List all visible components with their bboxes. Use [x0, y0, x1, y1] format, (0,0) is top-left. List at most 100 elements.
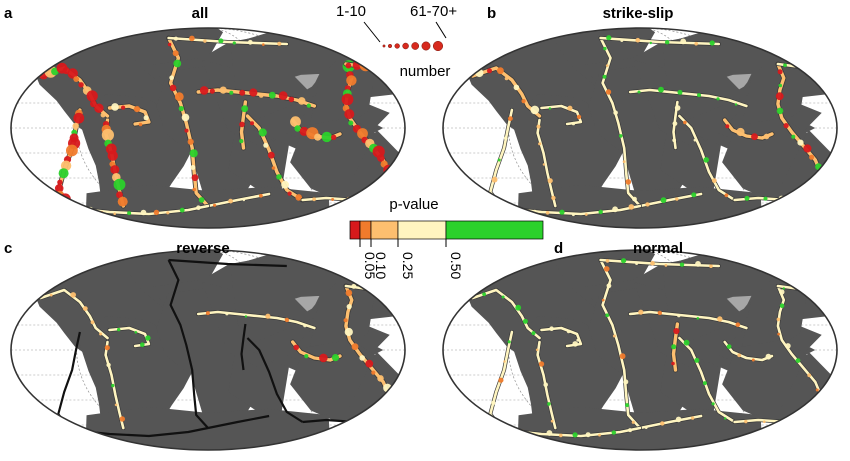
event-marker — [383, 164, 394, 176]
plate-boundary-south-pacific-ridge — [815, 394, 828, 420]
event-marker — [491, 176, 498, 183]
panel-letter: d — [554, 240, 563, 257]
event-marker — [487, 68, 492, 74]
event-marker — [284, 317, 290, 323]
event-marker — [567, 105, 573, 111]
event-marker — [815, 388, 819, 392]
event-marker — [192, 187, 196, 192]
event-marker — [644, 426, 648, 429]
event-marker — [249, 88, 258, 97]
event-marker — [765, 353, 772, 360]
event-marker — [576, 338, 580, 342]
plate-boundary-sunda-trench — [722, 340, 774, 362]
event-marker — [209, 88, 215, 94]
plate-boundary-andes-trench — [101, 117, 128, 209]
event-marker — [703, 157, 709, 163]
event-marker — [605, 64, 609, 67]
event-marker — [613, 110, 618, 115]
event-marker — [819, 182, 826, 189]
plate-boundary-west-pacific-trenches — [341, 60, 394, 177]
event-marker — [179, 207, 185, 213]
event-marker — [232, 41, 236, 45]
event-marker — [550, 419, 554, 423]
pvalue-legend: p-value 0.050.10 0.25 0.50 — [349, 196, 544, 279]
event-marker — [345, 289, 353, 297]
event-marker — [287, 191, 292, 196]
event-marker — [777, 69, 783, 75]
event-marker — [702, 381, 707, 386]
event-marker — [545, 211, 550, 215]
event-marker — [258, 93, 264, 98]
event-marker — [304, 354, 309, 359]
event-marker — [744, 195, 750, 201]
size-legend-dot — [394, 43, 400, 49]
event-marker — [716, 97, 720, 101]
event-marker — [628, 204, 635, 210]
event-marker — [821, 172, 827, 178]
event-marker — [382, 67, 390, 75]
event-marker — [365, 359, 374, 368]
event-marker — [808, 194, 813, 200]
colorbar-segment — [349, 220, 361, 240]
event-marker — [293, 344, 300, 351]
size-legend-dots — [382, 40, 444, 52]
event-marker — [548, 107, 552, 110]
event-marker — [638, 309, 644, 315]
event-marker — [167, 42, 172, 47]
plate-boundary-west-pacific-trenches — [775, 284, 824, 398]
event-marker — [262, 43, 265, 46]
plate-boundary-north-american-west — [470, 65, 542, 119]
event-marker — [631, 420, 635, 424]
plate-boundary-north-american-west — [470, 288, 542, 340]
event-marker — [673, 328, 680, 335]
event-marker — [709, 40, 715, 46]
plate-boundary-alpine-himalayan — [628, 309, 749, 330]
event-marker — [344, 327, 353, 337]
event-marker — [680, 38, 687, 45]
plate-boundary-arctic-ridge — [166, 35, 289, 46]
panel-letter: a — [4, 5, 13, 22]
event-marker — [683, 339, 690, 346]
event-marker — [295, 194, 303, 201]
map-outline — [442, 27, 838, 229]
event-marker — [531, 331, 536, 336]
event-marker — [90, 320, 95, 325]
event-marker — [491, 400, 496, 406]
size-legend-dot — [402, 42, 409, 50]
plate-boundary-alpine-himalayan — [195, 86, 317, 109]
event-marker — [343, 318, 348, 323]
event-marker — [281, 180, 289, 189]
colorbar-tick-label: 0.25 — [400, 252, 416, 279]
event-marker — [498, 377, 504, 383]
event-marker — [351, 343, 359, 351]
event-marker — [134, 331, 138, 334]
event-marker — [632, 196, 637, 202]
event-marker — [735, 322, 741, 328]
event-marker — [605, 89, 612, 95]
event-marker — [72, 122, 79, 130]
event-marker — [375, 195, 380, 200]
event-marker — [82, 306, 88, 311]
event-marker — [694, 41, 698, 46]
event-marker — [612, 334, 616, 338]
event-marker — [173, 59, 182, 68]
event-marker — [267, 151, 275, 159]
event-marker — [620, 39, 624, 42]
pvalue-legend-title: p-value — [389, 196, 438, 213]
map-outline — [10, 27, 406, 229]
size-legend-min-pointer — [363, 21, 381, 43]
event-marker — [497, 67, 504, 75]
event-marker — [625, 403, 630, 408]
event-marker — [140, 209, 147, 216]
plate-boundary-andes-trench — [535, 118, 558, 208]
event-marker — [572, 432, 578, 438]
event-marker — [166, 211, 170, 215]
event-marker — [174, 92, 184, 102]
event-marker — [695, 261, 701, 267]
event-marker — [816, 288, 822, 294]
event-marker — [571, 121, 576, 126]
event-marker — [482, 292, 486, 297]
event-marker — [726, 344, 732, 349]
event-marker — [665, 40, 670, 45]
